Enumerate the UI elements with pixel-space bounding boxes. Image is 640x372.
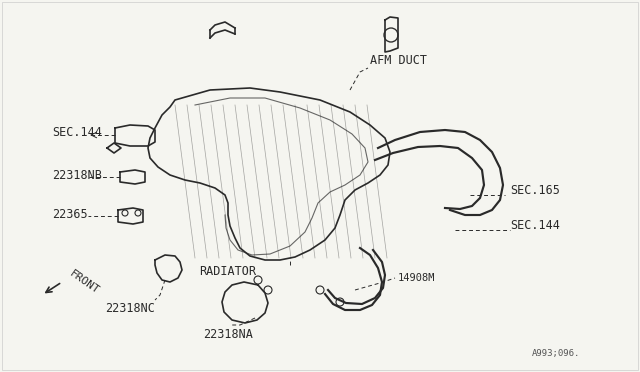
Text: AFM DUCT: AFM DUCT xyxy=(370,54,427,67)
Text: FRONT: FRONT xyxy=(68,268,101,296)
Text: 22318NB: 22318NB xyxy=(52,169,102,182)
Text: 22365: 22365 xyxy=(52,208,88,221)
Text: 14908M: 14908M xyxy=(398,273,435,283)
Text: SEC.165: SEC.165 xyxy=(510,183,560,196)
Text: SEC.144: SEC.144 xyxy=(510,218,560,231)
Text: SEC.144: SEC.144 xyxy=(52,125,102,138)
Text: 22318NC: 22318NC xyxy=(105,302,155,315)
Text: 22318NA: 22318NA xyxy=(203,328,253,341)
Text: A993;096.: A993;096. xyxy=(532,349,580,358)
Text: RADIATOR: RADIATOR xyxy=(200,265,257,278)
